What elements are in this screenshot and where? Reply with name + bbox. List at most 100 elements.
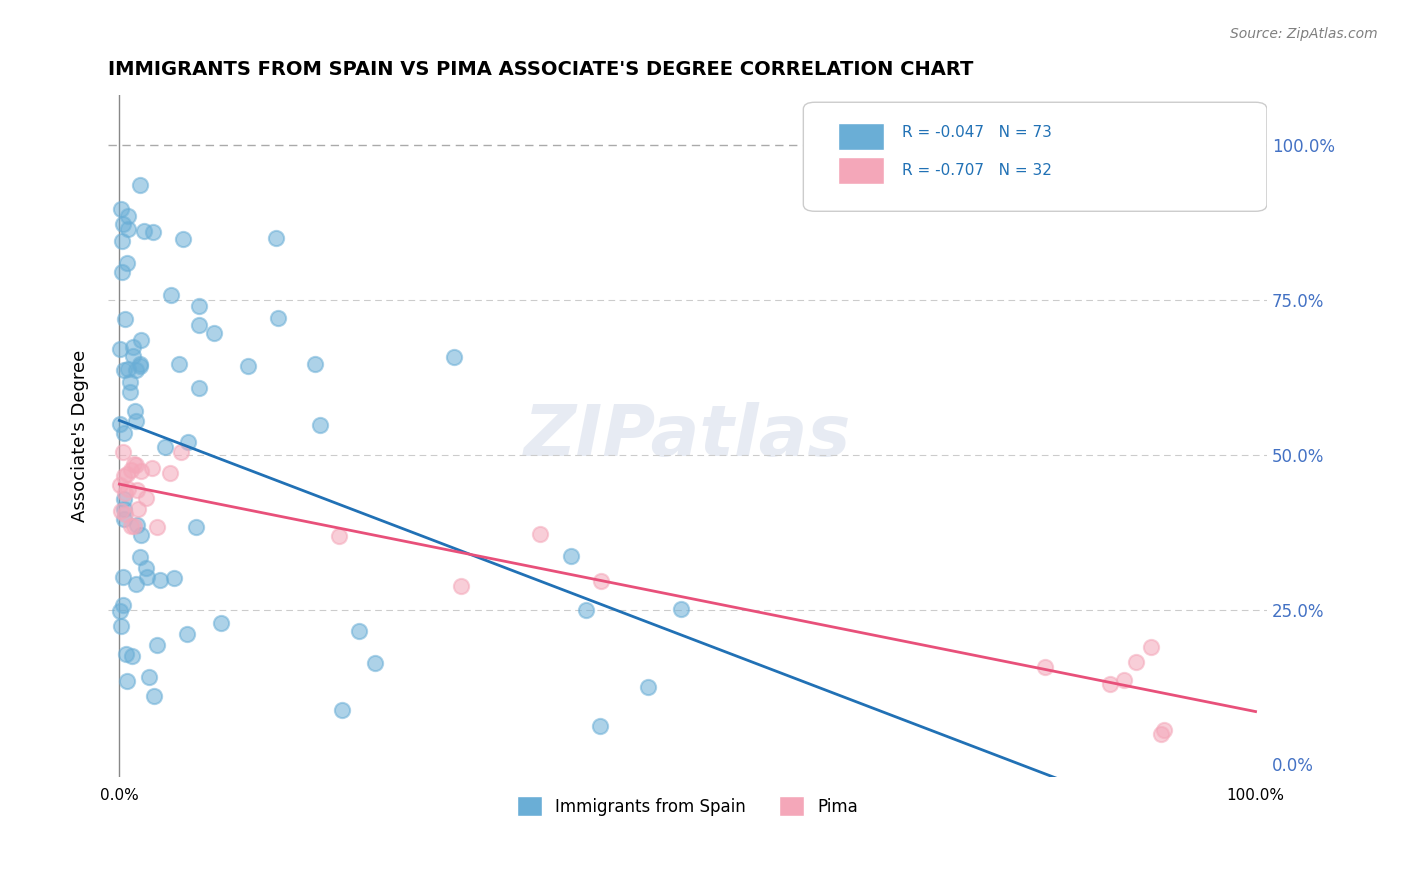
Text: IMMIGRANTS FROM SPAIN VS PIMA ASSOCIATE'S DEGREE CORRELATION CHART: IMMIGRANTS FROM SPAIN VS PIMA ASSOCIATE'… xyxy=(108,60,973,78)
Point xyxy=(112,218,135,232)
Point xyxy=(114,507,136,521)
Point xyxy=(120,519,142,533)
Point xyxy=(1153,723,1175,738)
Point xyxy=(111,234,134,248)
Point xyxy=(110,202,132,217)
Point xyxy=(110,342,132,356)
Point xyxy=(347,624,370,638)
Point xyxy=(143,689,166,703)
Point xyxy=(112,512,135,526)
Point xyxy=(127,501,149,516)
Point xyxy=(117,362,139,376)
Point xyxy=(1098,677,1121,691)
Point xyxy=(128,357,150,371)
Point xyxy=(308,417,330,432)
Point xyxy=(209,615,232,630)
Point xyxy=(115,467,138,481)
Point xyxy=(112,569,135,583)
Point xyxy=(117,209,139,223)
Point xyxy=(125,483,148,497)
Point xyxy=(304,357,326,371)
Point xyxy=(575,603,598,617)
Point xyxy=(669,601,692,615)
Point xyxy=(120,463,142,477)
Point xyxy=(122,457,145,471)
Point xyxy=(163,571,186,585)
Point xyxy=(266,231,288,245)
Point xyxy=(122,339,145,353)
FancyBboxPatch shape xyxy=(838,157,884,184)
Point xyxy=(112,492,135,507)
Point xyxy=(184,520,207,534)
Point xyxy=(202,326,225,340)
Point xyxy=(125,577,148,591)
Point xyxy=(1150,726,1173,740)
Point xyxy=(637,681,659,695)
Point xyxy=(115,647,138,661)
Point xyxy=(114,485,136,500)
Text: Source: ZipAtlas.com: Source: ZipAtlas.com xyxy=(1230,27,1378,41)
Point xyxy=(188,381,211,395)
Point xyxy=(115,674,138,689)
Point xyxy=(332,703,354,717)
Point xyxy=(267,311,290,326)
Point xyxy=(115,256,138,270)
Point xyxy=(589,574,612,589)
Point xyxy=(176,627,198,641)
Point xyxy=(1033,659,1056,673)
Point xyxy=(129,178,152,192)
Point xyxy=(110,417,132,431)
Point xyxy=(135,561,157,575)
Point xyxy=(111,598,134,612)
Point xyxy=(110,604,132,618)
Point xyxy=(125,458,148,472)
Legend: Immigrants from Spain, Pima: Immigrants from Spain, Pima xyxy=(510,789,865,823)
Point xyxy=(118,384,141,399)
Point xyxy=(188,299,211,313)
Text: ZIPatlas: ZIPatlas xyxy=(524,401,851,471)
Point xyxy=(159,467,181,481)
Point xyxy=(129,464,152,478)
Point xyxy=(112,426,135,441)
Point xyxy=(118,375,141,389)
Point xyxy=(117,482,139,496)
Point xyxy=(149,573,172,587)
Point xyxy=(159,287,181,301)
Point xyxy=(135,491,157,505)
Point xyxy=(112,502,135,516)
Point xyxy=(177,434,200,449)
Point xyxy=(138,670,160,684)
Point xyxy=(589,719,612,733)
Point xyxy=(146,638,169,652)
Point xyxy=(167,357,190,371)
Point xyxy=(122,519,145,533)
Point xyxy=(125,363,148,377)
Point xyxy=(121,648,143,663)
Point xyxy=(450,579,472,593)
FancyBboxPatch shape xyxy=(838,123,884,150)
FancyBboxPatch shape xyxy=(803,103,1267,211)
Point xyxy=(129,359,152,373)
Point xyxy=(1112,673,1135,687)
Point xyxy=(364,656,387,670)
Point xyxy=(129,333,152,347)
Point xyxy=(187,318,209,332)
Point xyxy=(1125,655,1147,669)
Point xyxy=(112,468,135,483)
Point xyxy=(129,549,152,564)
Point xyxy=(114,312,136,326)
Point xyxy=(124,404,146,418)
Point xyxy=(142,225,165,239)
Point xyxy=(1139,640,1161,655)
Point xyxy=(238,359,260,374)
Point xyxy=(117,222,139,236)
Point xyxy=(136,569,159,583)
Point xyxy=(146,520,169,534)
Text: R = -0.707   N = 32: R = -0.707 N = 32 xyxy=(901,163,1052,178)
Text: R = -0.047   N = 73: R = -0.047 N = 73 xyxy=(901,126,1052,140)
Y-axis label: Associate's Degree: Associate's Degree xyxy=(72,350,89,523)
Point xyxy=(121,349,143,363)
Point xyxy=(112,363,135,377)
Point xyxy=(560,549,582,563)
Point xyxy=(153,440,176,454)
